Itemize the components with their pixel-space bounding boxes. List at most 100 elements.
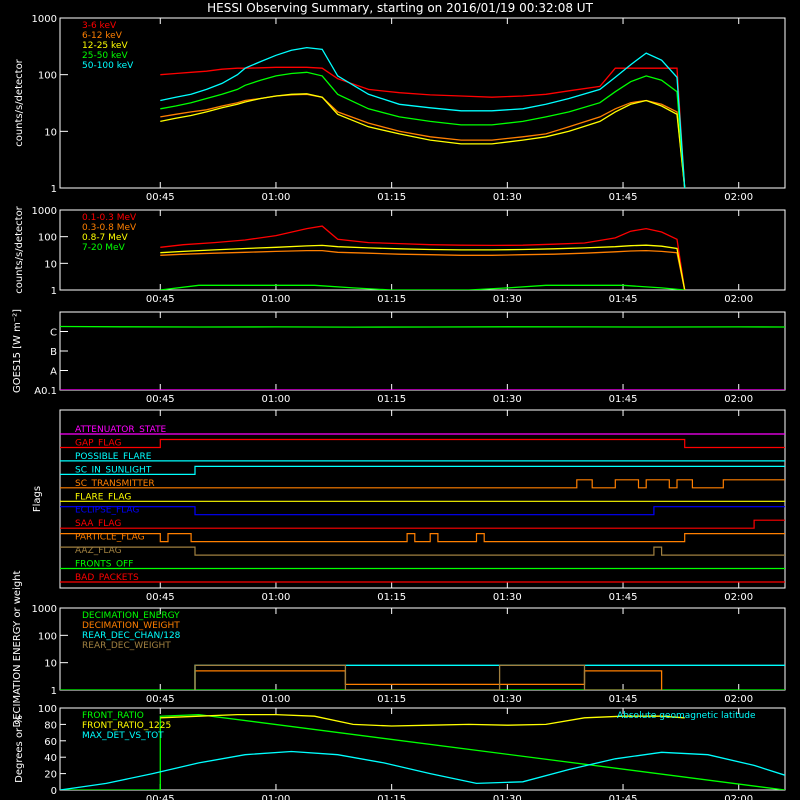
flags-x-tick-label: 01:30: [493, 592, 522, 603]
lowE-x-tick-label: 01:00: [262, 192, 291, 203]
legend-entry: 12-25 keV: [82, 41, 128, 51]
series-line: [160, 71, 686, 188]
goes-y-tick-label: B: [50, 347, 57, 358]
legend-entry: DECIMATION_WEIGHT: [82, 621, 180, 631]
decim-y-tick-label: 100: [38, 631, 57, 642]
flags-ylabel: Flags: [32, 486, 43, 512]
decim-x-tick-label: 00:45: [146, 694, 175, 705]
decim-ylabel: DECIMATION ENERGY or weight: [12, 570, 23, 727]
lowE-x-tick-label: 02:00: [724, 192, 753, 203]
ratio-x-tick-label: 02:00: [724, 794, 753, 800]
highE-series-group: [160, 225, 686, 290]
lowE-x-tick-label: 00:45: [146, 192, 175, 203]
highE-x-tick-label: 01:30: [493, 294, 522, 305]
legend-entry: MAX_DET_VS_TOT: [82, 731, 164, 741]
ratio-frame: [59, 707, 786, 791]
goes-x-tick-label: 02:00: [724, 394, 753, 405]
decim-x-tick-label: 01:00: [262, 694, 291, 705]
series-line: [60, 713, 785, 790]
ratio-x-tick-label: 01:15: [377, 794, 406, 800]
legend-entry: 7-20 MeV: [82, 243, 126, 253]
series-line: [160, 93, 686, 188]
ratio-y-tick-label: 20: [44, 770, 57, 781]
lowE-x-tick-label: 01:15: [377, 192, 406, 203]
ratio-y-tick-label: 0: [51, 786, 57, 797]
decim-x-tick-label: 01:45: [609, 694, 638, 705]
decim-y-tick-label: 1: [51, 686, 57, 697]
highE-x-tick-label: 01:45: [609, 294, 638, 305]
flag-line: [60, 519, 785, 529]
flag-label: SC_IN_SUNLIGHT: [75, 465, 152, 475]
decim-x-tick-label: 01:15: [377, 694, 406, 705]
flags-x-tick-label: 00:45: [146, 592, 175, 603]
goes-x-tick-label: 01:00: [262, 394, 291, 405]
panels: 00:45 01:00 01:15 01:30 01:45 02:001101001000…: [12, 14, 786, 800]
legend-entry: 0.1-0.3 MeV: [82, 213, 137, 223]
annotation: Absolute geomagnetic latitude: [617, 711, 756, 721]
panel-goes: 00:45 01:00 01:15 01:30 01:45 02:00 A0.1 ABC GOE…: [12, 309, 786, 405]
decim-y-tick-label: 10: [44, 659, 57, 670]
flags-x-tick-label: 01:15: [377, 592, 406, 603]
goes-series-group: [60, 325, 785, 390]
legend-entry: 0.3-0.8 MeV: [82, 223, 137, 233]
flag-label: BAD_PACKETS: [75, 573, 139, 583]
goes-ylabel: GOES15 [W m⁻²]: [12, 309, 23, 393]
flag-label: SAA_FLAG: [75, 519, 121, 529]
flag-label: FLARE_FLAG: [75, 492, 131, 502]
series-line: [160, 225, 686, 290]
highE-x-tick-label: 01:00: [262, 294, 291, 305]
figure-title: HESSI Observing Summary, starting on 201…: [207, 1, 593, 15]
panel-decim: 00:45 01:00 01:15 01:30 01:45 02:001101001000…: [12, 570, 786, 727]
flag-line: [60, 438, 785, 449]
series-line: [60, 325, 785, 328]
series-line: [160, 93, 686, 188]
ratio-series-group: [60, 713, 785, 790]
decim-x-tick-label: 02:00: [724, 694, 753, 705]
flag-line: [60, 465, 785, 475]
series-line: [160, 46, 686, 188]
ratio-x-tick-label: 01:45: [609, 794, 638, 800]
flag-label: GAP_FLAG: [75, 438, 121, 448]
lowE-x-tick-label: 01:45: [609, 192, 638, 203]
series-line: [160, 244, 686, 290]
highE-y-tick-label: 1000: [32, 206, 57, 217]
ratio-x-tick-label: 01:00: [262, 794, 291, 800]
flag-line: [60, 533, 785, 543]
legend-entry: DECIMATION_ENERGY: [82, 611, 180, 621]
goes-x-tick-label: 01:30: [493, 394, 522, 405]
goes-frame: [59, 311, 786, 391]
goes-x-tick-label: 01:45: [609, 394, 638, 405]
highE-y-tick-label: 1: [51, 286, 57, 297]
ratio-ylabel: Degrees or %: [14, 715, 25, 783]
ratio-y-tick-label: 80: [44, 720, 57, 731]
series-line: [194, 670, 663, 690]
goes-y-tick-label: A0.1: [34, 386, 57, 397]
series-line: [160, 284, 685, 290]
series-line: [60, 750, 785, 790]
series-line: [194, 664, 785, 690]
flag-label: SC_TRANSMITTER: [75, 479, 155, 489]
ratio-y-tick-label: 100: [38, 704, 57, 715]
flag-label: FRONTS_OFF: [75, 560, 133, 570]
panel-lowE: 00:45 01:00 01:15 01:30 01:45 02:00 1 10 100 1000…: [14, 14, 786, 203]
flag-line: [60, 546, 785, 556]
flags-frame: [59, 409, 786, 589]
panel-highE: 00:45 01:00 01:15 01:30 01:45 02:00 1 10 100 1000…: [14, 205, 786, 305]
panel-flags: 00:45 01:00 01:15 01:30 01:45 02:00 Flags ATTEN…: [32, 409, 786, 603]
ratio-x-tick-label: 01:30: [493, 794, 522, 800]
legend-entry: 50-100 keV: [82, 61, 134, 71]
decim-y-tick-label: 1000: [32, 604, 57, 615]
flag-line: [60, 506, 785, 516]
series-line: [160, 249, 686, 290]
legend-entry: 6-12 keV: [82, 31, 123, 41]
flags-x-tick-label: 01:00: [262, 592, 291, 603]
flag-label: ATTENUATOR_STATE: [75, 425, 167, 435]
lowE-series-group: [160, 46, 686, 188]
legend-entry: REAR_DEC_CHAN/128: [82, 631, 181, 641]
legend-entry: 3-6 keV: [82, 21, 117, 31]
highE-frame: [59, 209, 786, 291]
lowE-x-tick-label: 01:30: [493, 192, 522, 203]
goes-x-tick-label: 00:45: [146, 394, 175, 405]
lowE-frame: [59, 17, 786, 189]
